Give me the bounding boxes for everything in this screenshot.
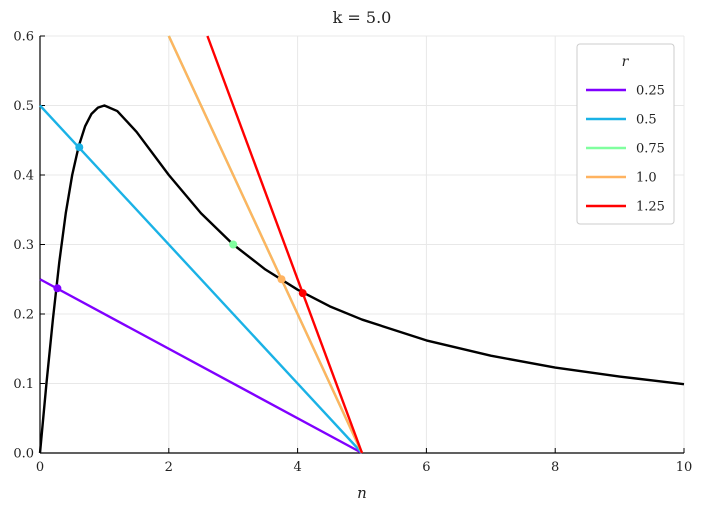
intersection-marker-r-0.5 (75, 143, 84, 152)
legend-items: 0.25 0.5 0.75 1.0 1.25 (586, 84, 665, 215)
legend-label-r-1.25: 1.25 (636, 200, 665, 215)
legend-box (576, 43, 675, 225)
intersection-marker-r-1.25 (298, 289, 307, 298)
series-line-r-0.5 (39, 104, 363, 454)
chart-title: k = 5.0 (333, 8, 392, 27)
x-tick-label: 4 (293, 460, 301, 475)
series-line-r-1.25 (206, 35, 364, 454)
legend-label-r-0.25: 0.25 (636, 84, 665, 99)
y-tick-label: 0.4 (13, 169, 34, 184)
x-tick-label: 2 (165, 460, 173, 475)
legend: r 0.25 0.5 0.75 1.0 1.25 (576, 43, 675, 225)
y-tick-label: 0.0 (13, 447, 34, 462)
series-line-r-1.0 (167, 35, 364, 454)
series-line-r-0.25 (39, 278, 363, 455)
curve-line (38, 104, 685, 454)
markers-group (53, 143, 307, 298)
y-tick-label: 0.6 (13, 30, 34, 45)
x-tick-label: 8 (551, 460, 559, 475)
curve-group (38, 104, 685, 454)
y-tick-label: 0.2 (13, 308, 34, 323)
y-tick-label: 0.3 (13, 238, 34, 253)
legend-label-r-0.75: 0.75 (636, 142, 665, 157)
y-tick-label: 0.5 (13, 99, 34, 114)
x-ticks: 0 2 4 6 8 10 (36, 448, 692, 475)
legend-title: r (622, 54, 630, 70)
legend-label-r-1.0: 1.0 (636, 171, 657, 186)
intersection-marker-r-0.25 (53, 284, 62, 293)
x-tick-label: 0 (36, 460, 44, 475)
series-group (39, 35, 364, 455)
intersection-marker-r-1.0 (277, 275, 286, 284)
x-tick-label: 6 (422, 460, 430, 475)
grid (39, 35, 685, 454)
y-tick-label: 0.1 (13, 377, 34, 392)
y-ticks: 0.0 0.1 0.2 0.3 0.4 0.5 0.6 (13, 30, 45, 462)
legend-label-r-0.5: 0.5 (636, 113, 657, 128)
x-tick-label: 10 (676, 460, 693, 475)
x-axis-label: n (357, 484, 367, 502)
intersection-marker-r-0.75 (229, 240, 238, 249)
